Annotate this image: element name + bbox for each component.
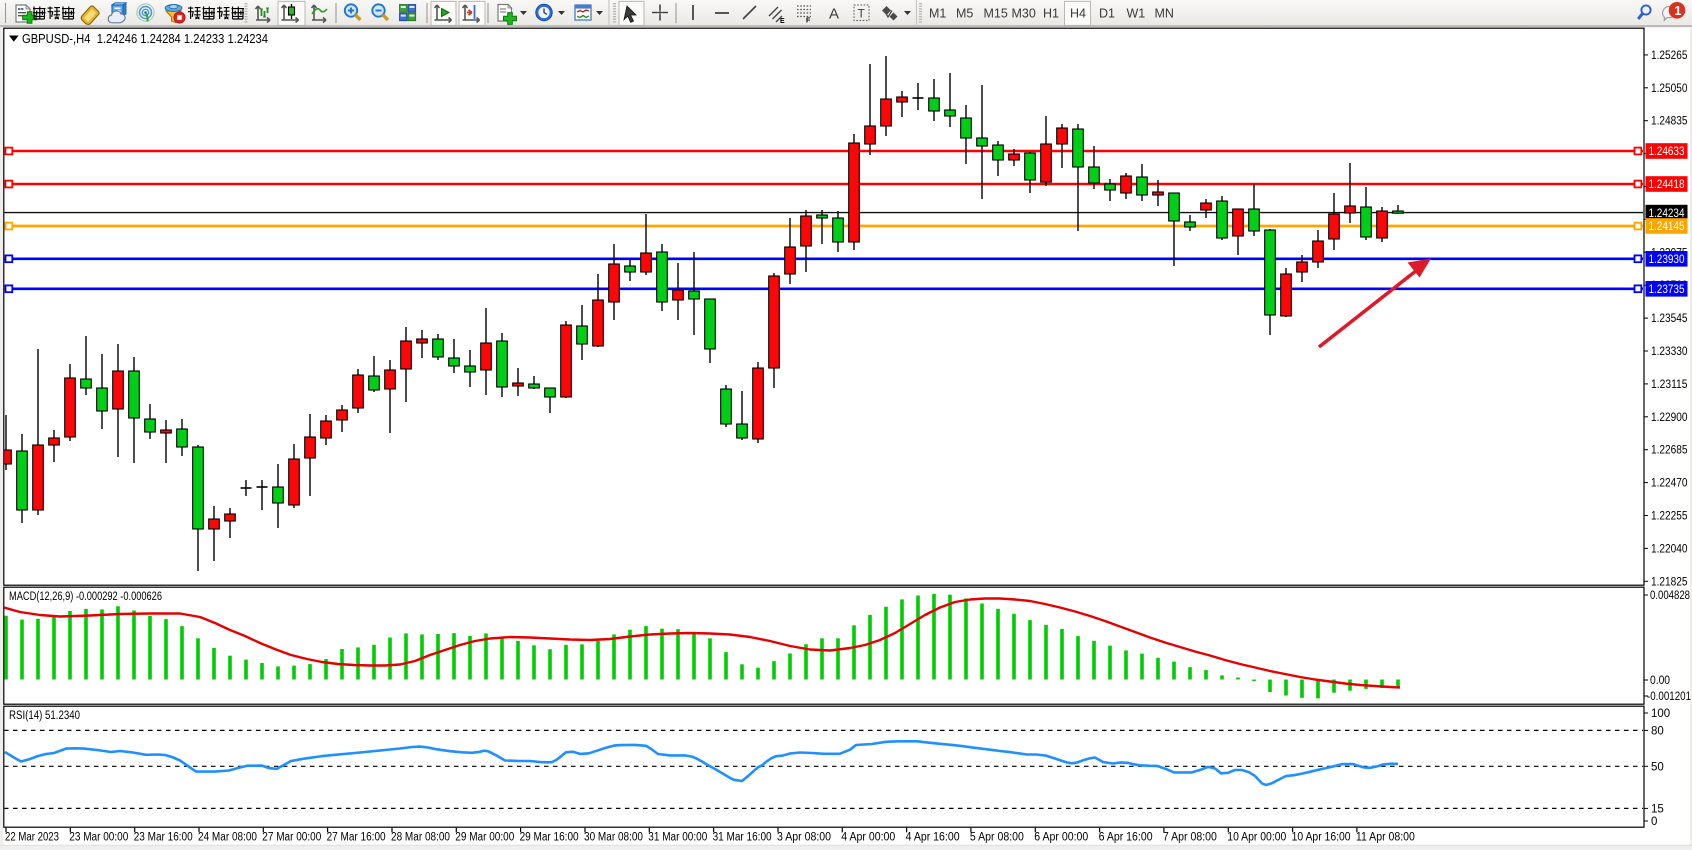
svg-text:10 Apr 00:00: 10 Apr 00:00 <box>1227 832 1286 844</box>
svg-text:1.24145: 1.24145 <box>1649 221 1685 233</box>
svg-text:11 Apr 08:00: 11 Apr 08:00 <box>1356 832 1415 844</box>
svg-text:M1: M1 <box>929 7 946 21</box>
svg-text:22 Mar 2023: 22 Mar 2023 <box>5 832 59 844</box>
svg-text:0.004828: 0.004828 <box>1650 590 1690 602</box>
svg-text:23 Mar 00:00: 23 Mar 00:00 <box>69 832 128 844</box>
svg-text:RSI(14) 51.2340: RSI(14) 51.2340 <box>9 710 80 722</box>
svg-text:1.23330: 1.23330 <box>1651 346 1688 358</box>
svg-text:1.23930: 1.23930 <box>1649 254 1685 266</box>
svg-text:E: E <box>780 18 785 25</box>
svg-text:28 Mar 08:00: 28 Mar 08:00 <box>391 832 450 844</box>
svg-text:5 Apr 08:00: 5 Apr 08:00 <box>970 832 1024 844</box>
svg-text:1.24633: 1.24633 <box>1649 146 1685 158</box>
svg-text:24 Mar 08:00: 24 Mar 08:00 <box>198 832 257 844</box>
svg-text:1.22255: 1.22255 <box>1651 511 1688 523</box>
svg-text:100: 100 <box>1651 708 1670 720</box>
svg-text:80: 80 <box>1651 725 1664 737</box>
svg-text:6 Apr 16:00: 6 Apr 16:00 <box>1099 832 1153 844</box>
svg-text:MN: MN <box>1155 7 1174 21</box>
svg-text:15: 15 <box>1651 803 1664 815</box>
svg-text:1.24835: 1.24835 <box>1651 116 1688 128</box>
svg-text:3 Apr 08:00: 3 Apr 08:00 <box>777 832 831 844</box>
svg-text:1.22685: 1.22685 <box>1651 445 1688 457</box>
svg-text:1.25265: 1.25265 <box>1651 50 1688 62</box>
svg-text:1.22470: 1.22470 <box>1651 478 1688 490</box>
svg-text:0.00: 0.00 <box>1650 675 1670 687</box>
svg-text:4 Apr 16:00: 4 Apr 16:00 <box>906 832 960 844</box>
svg-text:MACD(12,26,9) -0.000292 -0.000: MACD(12,26,9) -0.000292 -0.000626 <box>9 591 162 603</box>
svg-text:10 Apr 16:00: 10 Apr 16:00 <box>1292 832 1351 844</box>
svg-text:6 Apr 00:00: 6 Apr 00:00 <box>1034 832 1088 844</box>
svg-text:1.24234: 1.24234 <box>1649 208 1686 220</box>
svg-text:31 Mar 00:00: 31 Mar 00:00 <box>648 832 707 844</box>
svg-text:4 Apr 00:00: 4 Apr 00:00 <box>841 832 895 844</box>
svg-text:27 Mar 16:00: 27 Mar 16:00 <box>327 832 386 844</box>
svg-text:F: F <box>806 18 811 25</box>
svg-text:1.24418: 1.24418 <box>1649 179 1685 191</box>
svg-text:27 Mar 00:00: 27 Mar 00:00 <box>262 832 321 844</box>
svg-text:1.22900: 1.22900 <box>1651 412 1688 424</box>
svg-text:D1: D1 <box>1099 7 1115 21</box>
svg-text:1.25050: 1.25050 <box>1651 83 1688 95</box>
svg-text:7 Apr 08:00: 7 Apr 08:00 <box>1163 832 1217 844</box>
svg-text:-0.001201: -0.001201 <box>1647 691 1691 703</box>
svg-text:31 Mar 16:00: 31 Mar 16:00 <box>713 832 772 844</box>
svg-text:50: 50 <box>1651 761 1664 773</box>
svg-text:1.23545: 1.23545 <box>1651 313 1688 325</box>
svg-text:30 Mar 08:00: 30 Mar 08:00 <box>584 832 643 844</box>
svg-text:GBPUSD-,H4 1.24246 1.24284 1.: GBPUSD-,H4 1.24246 1.24284 1.24233 1.242… <box>22 32 268 46</box>
svg-text:1.21825: 1.21825 <box>1651 576 1688 588</box>
svg-text:H4: H4 <box>1070 7 1086 21</box>
svg-text:A: A <box>829 6 839 23</box>
svg-text:1: 1 <box>1674 3 1681 18</box>
svg-text:M5: M5 <box>956 7 973 21</box>
svg-text:H1: H1 <box>1043 7 1059 21</box>
svg-text:T: T <box>858 7 866 21</box>
svg-text:W1: W1 <box>1127 7 1146 21</box>
svg-text:1.23115: 1.23115 <box>1651 379 1688 391</box>
svg-text:1.23735: 1.23735 <box>1649 284 1685 296</box>
svg-text:0: 0 <box>1651 816 1657 828</box>
svg-text:M15: M15 <box>984 7 1008 21</box>
svg-text:23 Mar 16:00: 23 Mar 16:00 <box>134 832 193 844</box>
svg-text:M30: M30 <box>1012 7 1036 21</box>
svg-text:29 Mar 16:00: 29 Mar 16:00 <box>520 832 579 844</box>
svg-text:1.22040: 1.22040 <box>1651 543 1688 555</box>
svg-text:29 Mar 00:00: 29 Mar 00:00 <box>455 832 514 844</box>
